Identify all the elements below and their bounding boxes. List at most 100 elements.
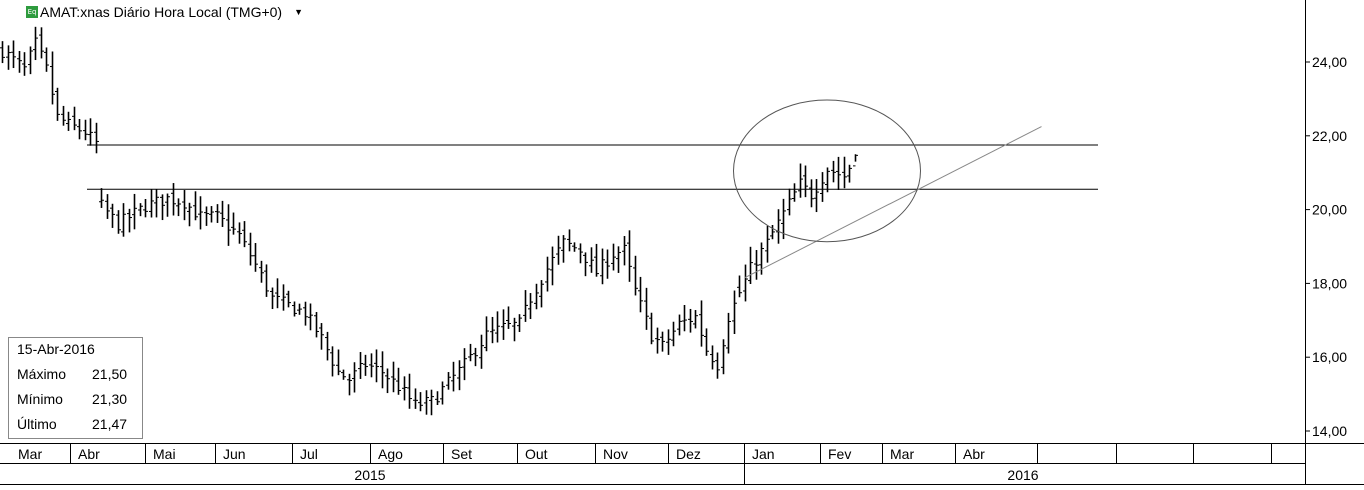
price-bar (198, 196, 203, 230)
price-bar (380, 351, 385, 389)
price-bar (512, 317, 517, 342)
price-bar (347, 373, 352, 396)
year-label: 2016 (1007, 467, 1038, 483)
price-bar (396, 367, 401, 395)
price-bar (660, 331, 665, 352)
chevron-down-icon[interactable]: ▼ (294, 7, 304, 17)
price-bar (836, 156, 841, 190)
price-bar (429, 389, 434, 416)
price-bar (671, 321, 676, 347)
price-bar (275, 278, 280, 309)
price-bar (352, 362, 357, 393)
price-bar (737, 275, 742, 298)
price-bar (594, 243, 599, 277)
month-label: Dez (676, 446, 701, 462)
price-bar (550, 246, 555, 286)
price-bar (798, 163, 803, 198)
data-window: 15-Abr-2016 Máximo 21,50 Mínimo 21,30 Úl… (8, 337, 143, 439)
price-bar (479, 334, 484, 369)
month-label: Jun (223, 446, 246, 462)
y-tick-label: 14,00 (1312, 423, 1347, 439)
month-label: Nov (603, 446, 628, 462)
price-bar (567, 229, 572, 252)
price-bar (501, 309, 506, 340)
price-bar (781, 198, 786, 240)
price-bar (605, 249, 610, 279)
price-bar (539, 280, 544, 308)
price-bar (545, 256, 550, 292)
price-bar (270, 287, 275, 310)
price-bar (600, 248, 605, 285)
price-bar (633, 255, 638, 296)
price-bar (809, 179, 814, 208)
price-bar (138, 203, 143, 217)
price-bar (264, 264, 269, 297)
price-bar (484, 316, 489, 352)
price-bar (231, 212, 236, 235)
price-bar (803, 165, 808, 198)
price-bar (363, 354, 368, 376)
price-bar (297, 303, 302, 315)
price-bar (303, 301, 308, 326)
price-bar (407, 373, 412, 409)
price-bar (308, 303, 313, 331)
price-bar (792, 183, 797, 202)
price-bar (589, 247, 594, 273)
price-bar (820, 172, 825, 202)
price-bar (451, 361, 456, 392)
price-bar (831, 160, 836, 183)
data-window-label: Mínimo (17, 391, 63, 407)
price-bar (22, 52, 27, 76)
price-bar (743, 264, 748, 302)
price-bar (187, 202, 192, 227)
y-axis: 24,00 22,00 20,00 18,00 16,00 14,00 (1305, 54, 1347, 439)
price-bar (561, 235, 566, 263)
price-bar (578, 243, 583, 264)
price-bar (710, 345, 715, 370)
month-label: Jan (752, 446, 775, 462)
price-bar (523, 290, 528, 322)
month-label: Abr (963, 446, 985, 462)
price-bar (242, 221, 247, 248)
price-bar (160, 194, 165, 221)
price-bar (171, 183, 176, 216)
price-bar (66, 111, 71, 131)
price-bar (77, 119, 82, 140)
price-bar (473, 347, 478, 367)
price-bar (787, 188, 792, 216)
price-bar (176, 198, 181, 217)
price-bar (341, 369, 346, 380)
price-bar (248, 232, 253, 266)
price-bar (391, 361, 396, 393)
price-bar (44, 47, 49, 72)
month-label: Out (525, 446, 548, 462)
y-tick-label: 22,00 (1312, 128, 1347, 144)
y-tick-label: 20,00 (1312, 202, 1347, 218)
price-bar (61, 105, 66, 126)
price-bar (446, 372, 451, 390)
data-window-label: Máximo (17, 366, 67, 382)
price-bar (704, 328, 709, 356)
year-label: 2015 (354, 467, 385, 483)
price-bar (556, 235, 561, 265)
price-bar (11, 40, 16, 69)
price-bar (506, 306, 511, 329)
data-window-date: 15-Abr-2016 (17, 341, 95, 357)
price-bar (17, 50, 22, 73)
price-bar (424, 390, 429, 415)
data-window-value: 21,30 (92, 391, 128, 407)
price-bar (462, 348, 467, 381)
x-axis: Mar Abr Mai Jun Jul Ago Set Out Nov Dez Jan Fev Mar A… (18, 443, 1272, 485)
price-bar (165, 193, 170, 217)
price-bar (583, 252, 588, 277)
price-bar (699, 300, 704, 347)
price-bar (132, 193, 137, 230)
price-bar (468, 343, 473, 362)
chart-header: Eq AMAT:xnas Diário Hora Local (TMG+0) ▼ (26, 3, 303, 21)
price-bar (572, 242, 577, 252)
price-bar (853, 154, 858, 167)
highlight-ellipse (733, 99, 921, 243)
price-bar (314, 312, 319, 338)
